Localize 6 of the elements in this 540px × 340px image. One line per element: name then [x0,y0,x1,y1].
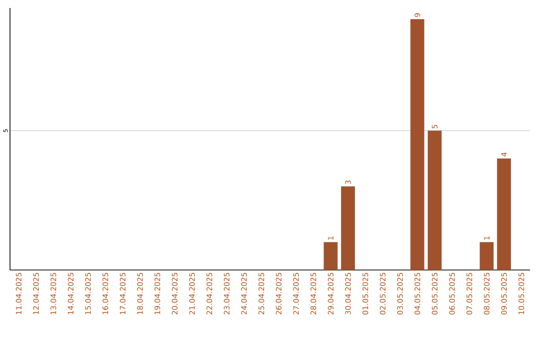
bar [324,242,338,270]
bar [480,242,494,270]
bar [497,158,511,270]
bar [341,186,355,270]
bar [410,19,424,270]
bar [428,130,442,270]
